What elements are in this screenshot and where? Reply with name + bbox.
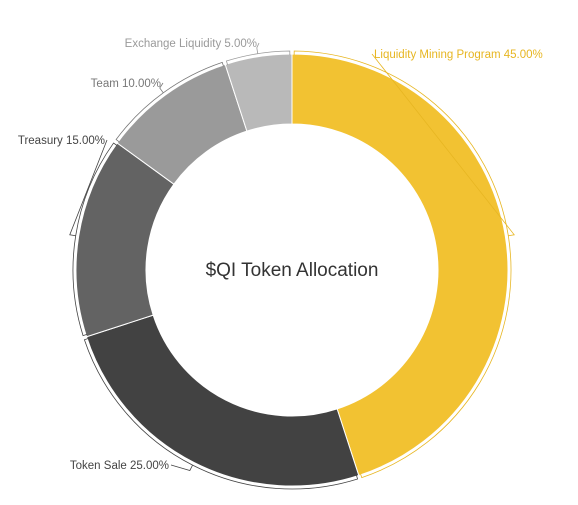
bracket-treasury: [72, 142, 118, 337]
slice-liquidity-mining-program[interactable]: [291, 53, 509, 477]
label-token-sale: Token Sale 25.00%: [70, 460, 169, 472]
label-liquidity-mining-program: Liquidity Mining Program 45.00%: [374, 49, 543, 61]
slice-token-sale[interactable]: [85, 314, 360, 487]
leader-treasury: [69, 139, 108, 237]
label-treasury: Treasury 15.00%: [18, 135, 105, 147]
leader-liquidity-mining-program: [371, 53, 515, 237]
label-team: Team 10.00%: [91, 78, 161, 90]
label-exchange-liquidity: Exchange Liquidity 5.00%: [125, 38, 257, 50]
donut-slices: [75, 53, 509, 487]
bracket-liquidity-mining-program: [293, 50, 512, 479]
leader-team: [159, 82, 164, 94]
leader-exchange-liquidity: [256, 42, 260, 54]
label-leader-lines: [69, 42, 515, 490]
slice-exchange-liquidity[interactable]: [224, 53, 293, 132]
chart-center-title: $QI Token Allocation: [206, 260, 379, 281]
bracket-team: [115, 61, 224, 143]
slice-labels: Liquidity Mining Program 45.00% Token Sal…: [18, 38, 543, 472]
leader-token-sale: [170, 464, 193, 471]
